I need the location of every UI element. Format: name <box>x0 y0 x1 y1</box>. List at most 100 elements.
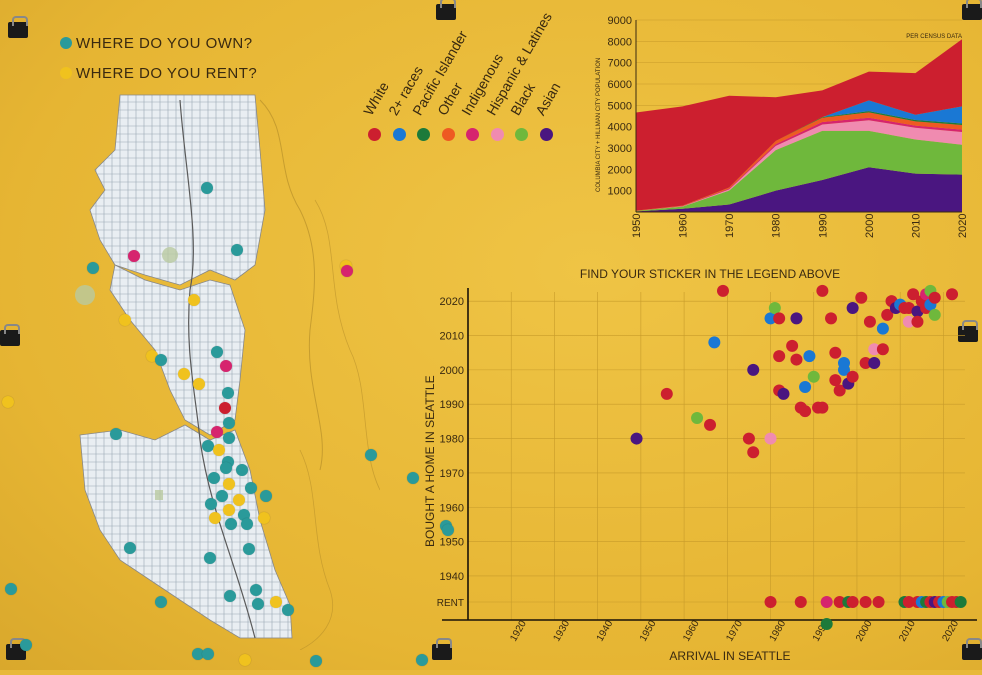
scatter-point <box>786 339 799 352</box>
scatter-point <box>863 315 876 328</box>
scatter-x-tick-label: 1930 <box>552 618 573 643</box>
scatter-point <box>837 363 850 376</box>
map-sticker-dot <box>124 542 136 554</box>
area-x-tick-label: 2020 <box>957 214 969 238</box>
scatter-x-tick-label: 1970 <box>724 618 745 643</box>
map-sticker-dot <box>155 596 167 608</box>
scatter-y-tick-label: 1990 <box>440 399 464 411</box>
scatter-point <box>829 346 842 359</box>
map-sticker-dot <box>193 378 205 390</box>
scatter-rent-point <box>872 596 885 608</box>
map-sticker-dot <box>252 598 264 610</box>
area-y-tick-label: 2000 <box>608 164 632 176</box>
area-x-tick-label: 2010 <box>910 214 922 238</box>
map-sticker-dot <box>241 518 253 530</box>
ethnicity-legend-dot-icon <box>490 128 504 141</box>
map-sticker-dot <box>201 182 213 194</box>
scatter-rent-point <box>954 596 967 608</box>
area-y-tick-label: 4000 <box>608 122 632 134</box>
scatter-point <box>803 350 816 363</box>
area-series-black <box>636 130 962 212</box>
scatter-point <box>946 288 959 301</box>
scatter-point <box>799 405 812 418</box>
scatter-point <box>764 432 777 445</box>
scatter-point <box>716 284 729 297</box>
ethnicity-legend-dot-icon <box>466 128 479 141</box>
map-sticker-dot <box>216 490 228 502</box>
population-area-chart: 1000 2000 3000 4000 5000 6000 7000 8000 9000 1950… <box>592 12 974 242</box>
scatter-rent-point <box>820 596 833 608</box>
area-y-tick-label: 1000 <box>608 186 632 198</box>
scatter-x-tick-label: 1920 <box>508 618 529 643</box>
area-y-tick-label: 8000 <box>608 36 632 48</box>
map-sticker-dot <box>239 654 251 666</box>
scatter-point <box>747 446 760 459</box>
scatter-x-tick-label: 1960 <box>681 618 702 643</box>
map-sticker-dot <box>178 368 190 380</box>
scatter-rent-point <box>764 596 777 608</box>
scatter-y-tick-label: 1980 <box>440 434 464 446</box>
map-sticker-dot <box>204 552 216 564</box>
map-sticker-dot <box>110 428 122 440</box>
scatter-point <box>876 343 889 356</box>
map-sticker-dot <box>2 396 14 408</box>
area-y-tick-label: 5000 <box>608 100 632 112</box>
binder-clip-bottom-center <box>432 638 452 660</box>
scatter-point <box>630 432 643 445</box>
scatter-point <box>790 353 803 366</box>
scatter-x-tick-label: 2000 <box>854 618 875 643</box>
map-sticker-dot <box>87 262 99 274</box>
scatter-point <box>660 387 673 400</box>
scatter-rent-point <box>902 596 915 608</box>
scatter-below-axis-point <box>820 618 833 630</box>
ethnicity-legend-dot-icon <box>441 128 455 141</box>
population-area-chart-svg: 1000 2000 3000 4000 5000 6000 7000 8000 9000 1950… <box>596 15 969 238</box>
map-sticker-dot <box>270 596 282 608</box>
ethnicity-legend-label: White <box>360 78 392 118</box>
scatter-point <box>742 432 755 445</box>
scatter-point <box>790 312 803 325</box>
area-x-tick-label: 2000 <box>864 214 876 238</box>
map-sticker-dot <box>243 543 255 555</box>
scatter-y-tick-label: 1950 <box>440 537 464 549</box>
map-sticker-dot <box>233 494 245 506</box>
scatter-point <box>928 308 941 321</box>
map-sticker-dot <box>219 402 231 414</box>
area-x-tick-label: 1960 <box>678 214 690 238</box>
area-x-tick-label: 1990 <box>817 214 829 238</box>
map-sticker-dot <box>258 512 270 524</box>
map-sticker-dot <box>155 354 167 366</box>
map-sticker-dot <box>223 432 235 444</box>
map-sticker-dot <box>205 498 217 510</box>
area-series-asian <box>636 167 962 212</box>
area-x-tick-label: 1970 <box>724 214 736 238</box>
map-sticker-dot <box>202 648 214 660</box>
scatter-point <box>855 291 868 304</box>
map-sticker-dot <box>245 482 257 494</box>
map-sticker-dot <box>202 440 214 452</box>
map-sticker-dot <box>223 504 235 516</box>
map-sticker-dot <box>416 654 428 666</box>
map-sticker-dot <box>192 648 204 660</box>
map-sticker-dot <box>407 472 419 484</box>
scatter-x-tick-label: 1950 <box>638 618 659 643</box>
arrival-vs-bought-scatter-svg: FIND YOUR STICKER IN THE LEGEND ABOVE 192… <box>423 267 977 663</box>
ethnicity-legend-dot-icon <box>417 128 430 141</box>
scatter-rent-point <box>794 596 807 608</box>
map-sticker-dot <box>225 518 237 530</box>
scatter-rent-label: RENT <box>437 598 464 609</box>
scatter-point <box>747 363 760 376</box>
map-sticker-dot <box>209 512 221 524</box>
rent-dot-icon <box>60 67 72 79</box>
scatter-point <box>859 357 872 369</box>
scatter-point <box>773 312 786 325</box>
scatter-point <box>846 302 859 315</box>
area-y-tick-label: 3000 <box>608 143 632 155</box>
area-y-tick-label: 6000 <box>608 79 632 91</box>
map-sticker-dot <box>119 314 131 326</box>
scatter-y-tick-label: 1940 <box>440 571 464 583</box>
map-sticker-dot <box>236 464 248 476</box>
map-sticker-dot <box>282 604 294 616</box>
scatter-rent-point <box>846 596 859 608</box>
scatter-rent-point <box>833 596 846 608</box>
